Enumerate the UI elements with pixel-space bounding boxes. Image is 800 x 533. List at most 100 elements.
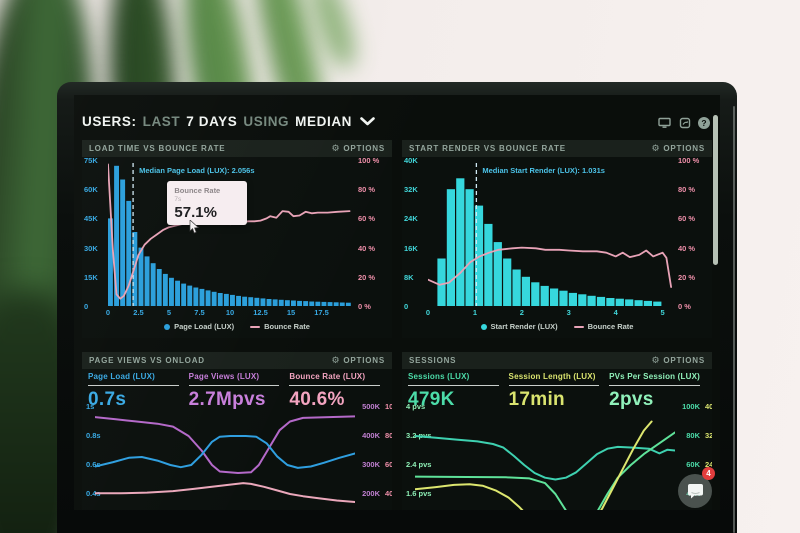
legend-dot-marker <box>480 323 487 330</box>
panel-load-time-vs-bounce-rate: LOAD TIME VS BOUNCE RATE ⚙ OPTIONS 75K 60… <box>82 140 392 338</box>
options-label: OPTIONS <box>343 144 385 153</box>
metric-value: 2pvs <box>609 389 654 410</box>
y-tick: 32 min <box>705 431 712 440</box>
title-users: USERS: <box>82 114 137 129</box>
y-tick: 100K <box>682 402 700 411</box>
metric: Bounce Rate (LUX) 40.6% <box>289 372 388 411</box>
y-tick: 80K <box>686 431 700 440</box>
y-tick: 60% <box>385 460 392 469</box>
y-tick: 40 % <box>678 243 696 253</box>
y-tick: 40 min <box>705 402 712 411</box>
chart-legend: Start Render (LUX) Bounce Rate <box>402 322 712 331</box>
options-button[interactable]: ⚙ OPTIONS <box>651 355 705 366</box>
y-tick: 20 % <box>358 272 376 282</box>
y-tick: 8K <box>404 272 414 282</box>
y-tick: 0 <box>404 302 409 311</box>
desktop-icon[interactable] <box>658 116 671 129</box>
y-axis-right: 100 % 80 % 60 % 40 % 20 % 0 % <box>678 156 710 311</box>
x-tick: 0 <box>105 308 111 317</box>
x-tick: 5 <box>660 308 665 317</box>
x-tick: 10 <box>225 308 235 317</box>
chart-plot <box>94 400 356 510</box>
y-tick: 40% <box>385 489 392 498</box>
options-button[interactable]: ⚙ OPTIONS <box>331 143 385 154</box>
y-tick: 1.6 pvs <box>406 489 432 498</box>
panel-title: START RENDER VS BOUNCE RATE <box>409 144 566 153</box>
y-tick: 100 % <box>358 156 380 165</box>
chart-plot: Median Start Render (LUX): 1.031s <box>428 160 672 306</box>
legend-label: Start Render (LUX) <box>490 322 558 331</box>
y-tick: 60 % <box>358 214 376 224</box>
x-tick: 5 <box>166 308 172 317</box>
y-tick: 24K <box>404 214 418 224</box>
chart-legend: Page Load (LUX) Bounce Rate <box>82 322 392 331</box>
y-axis-left: 40K 32K 24K 16K 8K 0 <box>404 157 426 311</box>
panel-start-render-vs-bounce-rate: START RENDER VS BOUNCE RATE ⚙ OPTIONS 40… <box>402 140 712 338</box>
legend-line-marker <box>250 325 261 328</box>
panel-header: SESSIONS ⚙ OPTIONS <box>402 352 712 369</box>
y-tick: 1s <box>86 402 95 411</box>
y-tick: 300K <box>362 460 380 469</box>
title-using: USING <box>243 114 290 129</box>
y-tick: 0.6s <box>86 460 101 469</box>
y-tick: 30K <box>84 243 98 253</box>
chevron-down-icon[interactable] <box>360 117 375 126</box>
metric-value: 17min <box>508 389 565 410</box>
x-tick: 7.5 <box>194 308 205 317</box>
y-tick: 60K <box>686 460 700 469</box>
y-tick: 80 % <box>678 185 696 195</box>
x-tick: 2.5 <box>133 308 144 317</box>
legend-label: Page Load (LUX) <box>174 322 235 331</box>
options-button[interactable]: ⚙ OPTIONS <box>651 143 705 154</box>
scrollbar[interactable] <box>713 115 718 265</box>
x-axis: 0 1 2 3 4 5 <box>426 308 672 319</box>
y-tick: 32K <box>404 185 418 195</box>
y-tick: 80 % <box>358 185 376 195</box>
gear-icon: ⚙ <box>651 355 661 365</box>
legend-item[interactable]: Page Load (LUX) <box>164 322 234 331</box>
panel-sessions: SESSIONS ⚙ OPTIONS Sessions (LUX) 479K Ses… <box>402 352 712 510</box>
y-tick: 0.4s <box>86 489 101 498</box>
y-tick: 4 pvs <box>406 402 426 411</box>
tooltip-title: Bounce Rate <box>174 185 221 195</box>
y-tick: 24 min <box>705 460 712 469</box>
legend-item[interactable]: Bounce Rate <box>250 322 310 331</box>
x-tick: 15 <box>286 308 296 317</box>
gear-icon: ⚙ <box>651 143 661 153</box>
metric-label: Session Length (LUX) <box>508 372 600 386</box>
tooltip-value: 57.1% <box>174 203 217 221</box>
y-tick: 400K <box>362 431 380 440</box>
y-tick: 16K <box>404 243 418 253</box>
y-tick: 80% <box>385 431 392 440</box>
gear-icon: ⚙ <box>331 143 341 153</box>
options-label: OPTIONS <box>663 144 705 153</box>
gear-icon: ⚙ <box>331 355 341 365</box>
title-days: 7 DAYS <box>186 114 238 129</box>
y-tick: 2.4 pvs <box>406 460 432 469</box>
x-tick: 0 <box>425 308 431 317</box>
y-axis-left: 75K 60K 45K 30K 15K 0 <box>84 157 106 311</box>
dashboard-title[interactable]: USERS: LAST 7 DAYS USING MEDIAN <box>82 114 375 129</box>
chart-plot: Median Page Load (LUX): 2.056s Bounce Ra… <box>108 160 352 306</box>
y-tick: 40 % <box>358 243 376 253</box>
header-icons: ? <box>658 116 710 129</box>
tooltip-subtitle: 7s <box>174 195 182 203</box>
metric: Session Length (LUX) 17min <box>508 372 608 411</box>
help-icon[interactable]: ? <box>698 116 710 129</box>
options-button[interactable]: ⚙ OPTIONS <box>331 355 385 366</box>
x-tick: 2 <box>519 308 524 317</box>
metric-value: 0.7s <box>88 389 127 410</box>
legend-item[interactable]: Bounce Rate <box>573 322 633 331</box>
legend-item[interactable]: Start Render (LUX) <box>480 322 558 331</box>
panel-page-views-vs-onload: PAGE VIEWS VS ONLOAD ⚙ OPTIONS Page Load… <box>82 352 392 510</box>
mobile-icon[interactable] <box>678 116 691 129</box>
y-tick: 100 % <box>678 156 700 165</box>
y-tick: 0 % <box>678 302 691 311</box>
legend-dot-marker <box>164 323 171 330</box>
panel-title: LOAD TIME VS BOUNCE RATE <box>89 144 226 153</box>
metrics-row: Page Load (LUX) 0.7s Page Views (LUX) 2.7Mp… <box>88 372 390 411</box>
median-annotation: Median Start Render (LUX): 1.031s <box>482 166 605 175</box>
metric: Page Views (LUX) 2.7Mpvs <box>188 372 288 411</box>
metric-value: 40.6% <box>289 389 345 410</box>
